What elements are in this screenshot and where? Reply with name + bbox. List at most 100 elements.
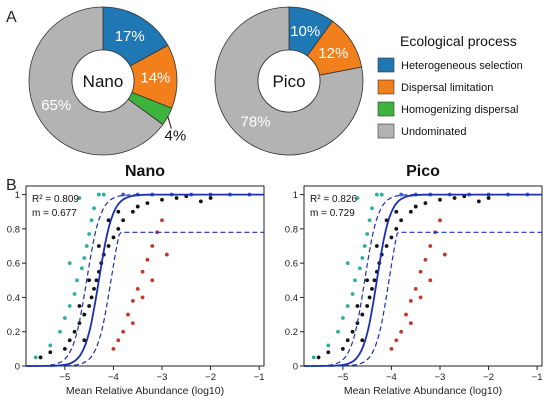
x-tick-label: −3 xyxy=(435,372,446,383)
data-point-teal xyxy=(79,266,84,271)
data-point-teal xyxy=(340,316,345,320)
data-point-black xyxy=(355,304,360,308)
panel-label-b: B xyxy=(6,177,17,194)
data-point-black xyxy=(62,346,67,351)
plot-area xyxy=(25,185,265,367)
slice-label: 17% xyxy=(115,28,145,45)
slice-label: 10% xyxy=(290,23,320,40)
data-point-teal xyxy=(89,218,94,223)
data-point-red xyxy=(150,244,155,248)
scatter-panel-nano: Nano 0 0.2 0.4 0.6 0.8 1 −5 −4 −3 −2 −1 Mean Relativ… xyxy=(7,163,265,397)
ci-lower-curve xyxy=(304,231,542,367)
x-tick-label: −2 xyxy=(205,372,216,383)
plot-area xyxy=(303,185,543,367)
x-axis-label: Mean Relative Abundance (log10) xyxy=(344,385,502,397)
data-point-black xyxy=(408,209,413,214)
data-point-black xyxy=(96,244,101,248)
y-tick-label: 0.2 xyxy=(7,327,20,338)
data-point-black xyxy=(106,244,111,248)
y-tick-label: 0.4 xyxy=(7,293,20,304)
data-point-black xyxy=(92,286,96,291)
data-point-teal xyxy=(360,256,365,260)
data-point-teal xyxy=(67,261,72,266)
data-point-black xyxy=(145,201,150,206)
donut-center-label: Nano xyxy=(83,72,124,91)
data-point-black xyxy=(72,329,77,334)
x-tick-label: −1 xyxy=(532,372,543,383)
data-point-red xyxy=(413,286,418,291)
data-point-teal xyxy=(336,329,340,334)
data-point-black xyxy=(160,197,164,202)
y-tick-label: 1 xyxy=(293,190,298,201)
data-point-teal xyxy=(87,232,92,236)
x-tick-label: −1 xyxy=(254,372,265,383)
donut-hole xyxy=(257,49,321,113)
data-point-black xyxy=(130,209,135,214)
slice-label: 12% xyxy=(318,45,348,62)
data-point-teal xyxy=(355,196,360,200)
data-point-black xyxy=(48,350,53,355)
legend-item-label: Homogenizing dispersal xyxy=(401,104,518,116)
data-point-black xyxy=(350,329,355,334)
scatter-title: Nano xyxy=(125,163,165,180)
data-point-red xyxy=(428,244,433,248)
data-point-black xyxy=(389,235,394,240)
data-point-teal xyxy=(58,329,62,334)
data-point-black xyxy=(82,312,87,317)
slope-label: m = 0.729 xyxy=(310,208,355,219)
y-tick-label: 0.6 xyxy=(7,259,20,270)
legend-title: Ecological process xyxy=(400,33,517,49)
data-point-blue-top xyxy=(399,192,404,197)
slice-label: 4% xyxy=(165,128,187,145)
data-point-red xyxy=(428,278,433,283)
data-point-red xyxy=(418,295,423,300)
data-point-black xyxy=(394,209,399,214)
data-point-black xyxy=(87,304,92,308)
y-tick-label: 0.8 xyxy=(285,224,298,235)
data-point-black xyxy=(360,338,365,343)
data-point-red xyxy=(116,338,121,343)
data-point-teal xyxy=(82,256,87,260)
donut-chart-pico: 10% 12% 78% Pico xyxy=(214,6,364,156)
data-point-teal xyxy=(62,316,67,320)
data-point-teal xyxy=(357,266,362,271)
data-point-red xyxy=(394,338,399,343)
x-tick-label: −5 xyxy=(59,372,70,383)
data-point-black xyxy=(116,226,121,231)
x-axis-label: Mean Relative Abundance (log10) xyxy=(66,385,224,397)
x-tick-label: −4 xyxy=(108,372,119,383)
data-point-red xyxy=(130,321,135,326)
data-point-teal xyxy=(345,304,350,308)
data-point-red xyxy=(111,346,116,351)
legend-item-label: Dispersal limitation xyxy=(401,82,493,94)
x-tick-label: −5 xyxy=(337,372,348,383)
data-point-teal xyxy=(326,343,331,348)
data-point-black xyxy=(438,197,442,202)
x-tick-label: −3 xyxy=(157,372,168,383)
data-point-red xyxy=(408,298,413,303)
data-point-black xyxy=(476,199,481,204)
data-point-teal xyxy=(101,192,106,197)
data-point-black xyxy=(82,338,87,343)
data-point-teal xyxy=(350,292,355,296)
data-point-red xyxy=(389,346,394,351)
data-point-red xyxy=(164,252,169,257)
slice-label: 78% xyxy=(241,113,271,130)
data-point-black xyxy=(486,196,491,200)
data-point-black xyxy=(67,338,72,343)
data-point-black xyxy=(198,199,203,204)
data-point-red xyxy=(399,329,404,334)
data-point-black xyxy=(77,304,82,308)
y-tick-label: 0.2 xyxy=(285,327,298,338)
scatter-title: Pico xyxy=(406,163,440,180)
y-tick-label: 0.6 xyxy=(285,259,298,270)
data-point-red xyxy=(126,312,130,317)
data-point-black xyxy=(360,312,365,317)
slice-label: 65% xyxy=(41,97,71,114)
data-point-teal xyxy=(48,343,53,348)
data-point-teal xyxy=(84,244,89,248)
data-point-red xyxy=(150,278,155,283)
panel-label-a: A xyxy=(6,9,17,26)
data-point-black xyxy=(116,209,121,214)
ci-upper-curve xyxy=(26,194,264,367)
